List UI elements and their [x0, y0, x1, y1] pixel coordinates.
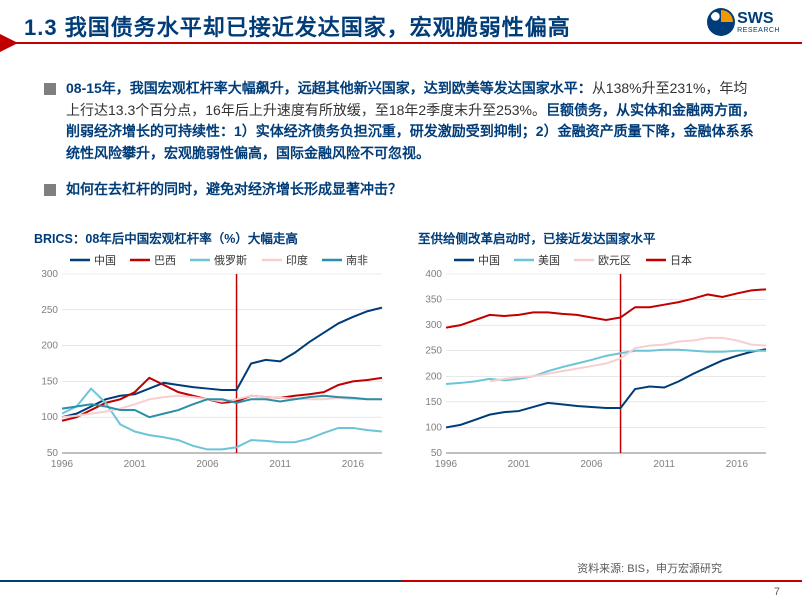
svg-text:200: 200 [41, 341, 58, 352]
logo-icon [707, 8, 735, 36]
slide-title: 1.3 我国债务水平却已接近发达国家，宏观脆弱性偏高 [24, 15, 571, 40]
footer-divider [0, 580, 802, 582]
body-content: 08-15年，我国宏观杠杆率大幅飙升，远超其他新兴国家，达到欧美等发达国家水平：… [0, 52, 802, 224]
chart-left-svg: 50 100 150 200 250 300 1996 2001 2006 2011 2016 中国 巴… [30, 250, 390, 475]
bullet-marker-icon [44, 83, 56, 95]
svg-text:巴西: 巴西 [154, 255, 176, 267]
svg-text:2006: 2006 [580, 459, 603, 470]
chart-left-title: BRICS：08年后中国宏观杠杆率（%）大幅走高 [30, 228, 390, 247]
chart-left: BRICS：08年后中国宏观杠杆率（%）大幅走高 50 100 150 200 250 3… [30, 228, 390, 475]
svg-text:300: 300 [425, 321, 442, 332]
svg-text:1996: 1996 [435, 459, 458, 470]
svg-text:印度: 印度 [286, 253, 308, 267]
sws-logo: SWS RESEARCH [707, 8, 780, 36]
svg-text:150: 150 [41, 377, 58, 388]
svg-text:日本: 日本 [670, 253, 692, 267]
svg-text:50: 50 [47, 448, 59, 459]
svg-text:南非: 南非 [346, 254, 368, 267]
svg-text:2011: 2011 [269, 459, 291, 470]
svg-text:50: 50 [431, 448, 443, 459]
bullet-1: 08-15年，我国宏观杠杆率大幅飙升，远超其他新兴国家，达到欧美等发达国家水平：… [44, 78, 758, 165]
slide-header: 1.3 我国债务水平却已接近发达国家，宏观脆弱性偏高 SWS RESEARCH [0, 0, 802, 52]
svg-text:350: 350 [425, 295, 442, 306]
chart-right-title: 至供给侧改革启动时，已接近发达国家水平 [414, 228, 774, 247]
svg-text:中国: 中国 [478, 254, 500, 267]
svg-text:美国: 美国 [538, 254, 560, 267]
svg-text:400: 400 [425, 269, 442, 280]
source-text: 资料来源: BIS，申万宏源研究 [577, 560, 722, 576]
svg-text:100: 100 [425, 423, 442, 434]
bullet-marker-icon [44, 184, 56, 196]
page-number: 7 [774, 586, 780, 598]
charts-container: BRICS：08年后中国宏观杠杆率（%）大幅走高 50 100 150 200 250 3… [0, 224, 802, 475]
bullet-2: 如何在去杠杆的同时，避免对经济增长形成显著冲击？ [44, 179, 758, 201]
svg-text:2016: 2016 [342, 459, 365, 470]
svg-text:2016: 2016 [726, 459, 749, 470]
bullet-2-text: 如何在去杠杆的同时，避免对经济增长形成显著冲击？ [66, 179, 402, 201]
svg-text:2001: 2001 [124, 459, 147, 470]
svg-text:俄罗斯: 俄罗斯 [214, 254, 247, 267]
svg-text:2011: 2011 [653, 459, 675, 470]
svg-text:250: 250 [425, 346, 442, 357]
logo-text: SWS [737, 11, 780, 27]
chart-right-svg: 50 100 150 200 250 300 350 400 1996 2001 2006 2011 2… [414, 250, 774, 475]
svg-text:200: 200 [425, 372, 442, 383]
svg-text:1996: 1996 [51, 459, 74, 470]
svg-text:2006: 2006 [196, 459, 219, 470]
svg-text:2001: 2001 [508, 459, 531, 470]
logo-subtext: RESEARCH [737, 27, 780, 34]
svg-text:欧元区: 欧元区 [598, 254, 631, 267]
header-divider [0, 42, 802, 44]
svg-text:中国: 中国 [94, 254, 116, 267]
svg-text:250: 250 [41, 305, 58, 316]
chart-right: 至供给侧改革启动时，已接近发达国家水平 50 100 150 200 250 300 350… [414, 228, 774, 475]
svg-text:100: 100 [41, 413, 58, 424]
bullet-1-text: 08-15年，我国宏观杠杆率大幅飙升，远超其他新兴国家，达到欧美等发达国家水平：… [66, 78, 758, 165]
svg-text:300: 300 [41, 269, 58, 280]
svg-text:150: 150 [425, 397, 442, 408]
